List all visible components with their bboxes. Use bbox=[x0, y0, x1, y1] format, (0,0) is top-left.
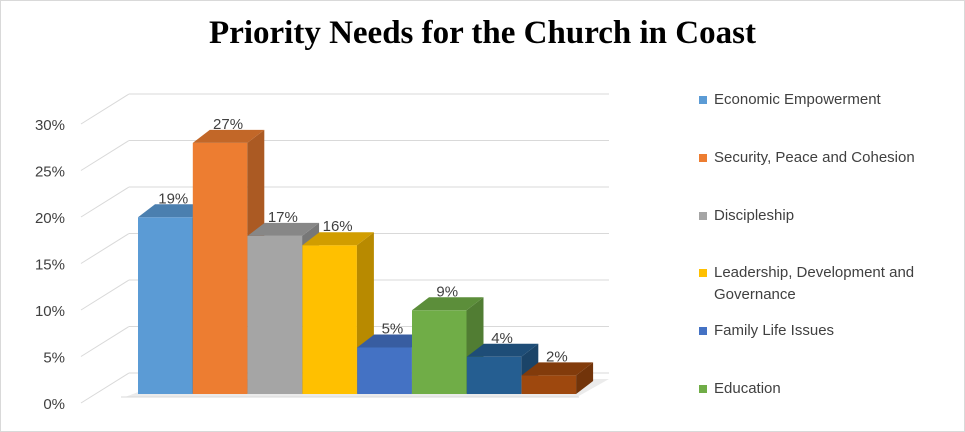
y-tick-label: 30% bbox=[35, 117, 65, 134]
bar bbox=[357, 347, 412, 394]
legend-label: Discipleship bbox=[714, 207, 795, 224]
bar-top bbox=[521, 362, 594, 376]
side-gridline bbox=[80, 233, 130, 264]
side-gridline bbox=[80, 93, 130, 125]
data-label: 9% bbox=[436, 283, 458, 300]
y-tick-label: 0% bbox=[43, 396, 65, 413]
bar-top bbox=[192, 129, 265, 143]
data-label: 16% bbox=[323, 218, 353, 235]
bar bbox=[466, 356, 522, 394]
chart-title: Priority Needs for the Church in Coast bbox=[209, 15, 756, 51]
y-tick-label: 10% bbox=[35, 303, 65, 320]
side-gridline bbox=[80, 140, 130, 171]
data-label: 27% bbox=[213, 116, 243, 133]
bar bbox=[302, 245, 357, 394]
data-label: 5% bbox=[382, 321, 404, 338]
legend-item: Security, Peace and Cohesion bbox=[699, 147, 961, 169]
bar bbox=[412, 310, 467, 394]
legend-swatch bbox=[699, 385, 707, 393]
bar-top bbox=[466, 343, 539, 357]
y-tick-label: 15% bbox=[35, 257, 65, 274]
legend-swatch bbox=[699, 154, 707, 162]
legend-item: Leadership, Development and Governance bbox=[699, 262, 961, 306]
side-gridline bbox=[80, 372, 130, 404]
side-gridline bbox=[80, 326, 130, 357]
bar bbox=[138, 217, 193, 394]
data-label: 17% bbox=[268, 209, 298, 226]
bar-top bbox=[302, 232, 374, 246]
legend-item: Discipleship bbox=[699, 205, 961, 227]
legend-item: Family Life Issues bbox=[699, 320, 961, 342]
bar bbox=[247, 235, 303, 394]
data-label: 4% bbox=[491, 330, 513, 347]
y-tick-label: 5% bbox=[43, 350, 65, 367]
bar-top bbox=[138, 204, 210, 218]
legend-label: Security, Peace and Cohesion bbox=[714, 149, 915, 166]
bar bbox=[521, 375, 577, 394]
bar-top bbox=[412, 297, 484, 311]
data-label: 2% bbox=[546, 348, 568, 365]
legend-swatch bbox=[699, 269, 707, 277]
bar-side bbox=[576, 362, 594, 394]
legend-item: Education bbox=[699, 378, 961, 400]
y-tick-label: 20% bbox=[35, 210, 65, 227]
legend-swatch bbox=[699, 327, 707, 335]
bar-top bbox=[357, 334, 429, 348]
legend-label: Economic Empowerment bbox=[714, 91, 881, 108]
legend-label: Family Life Issues bbox=[714, 322, 835, 339]
data-label: 19% bbox=[158, 190, 188, 207]
legend-swatch bbox=[699, 212, 707, 220]
side-gridline bbox=[80, 186, 130, 218]
legend-label: Leadership, Development and Governance bbox=[714, 264, 915, 303]
bar-top bbox=[247, 222, 320, 236]
legend-swatch bbox=[699, 96, 707, 104]
bar bbox=[192, 142, 248, 394]
side-gridline bbox=[80, 279, 130, 311]
legend-item: Economic Empowerment bbox=[699, 89, 961, 111]
legend-label: Education bbox=[714, 380, 781, 397]
y-tick-label: 25% bbox=[35, 164, 65, 181]
